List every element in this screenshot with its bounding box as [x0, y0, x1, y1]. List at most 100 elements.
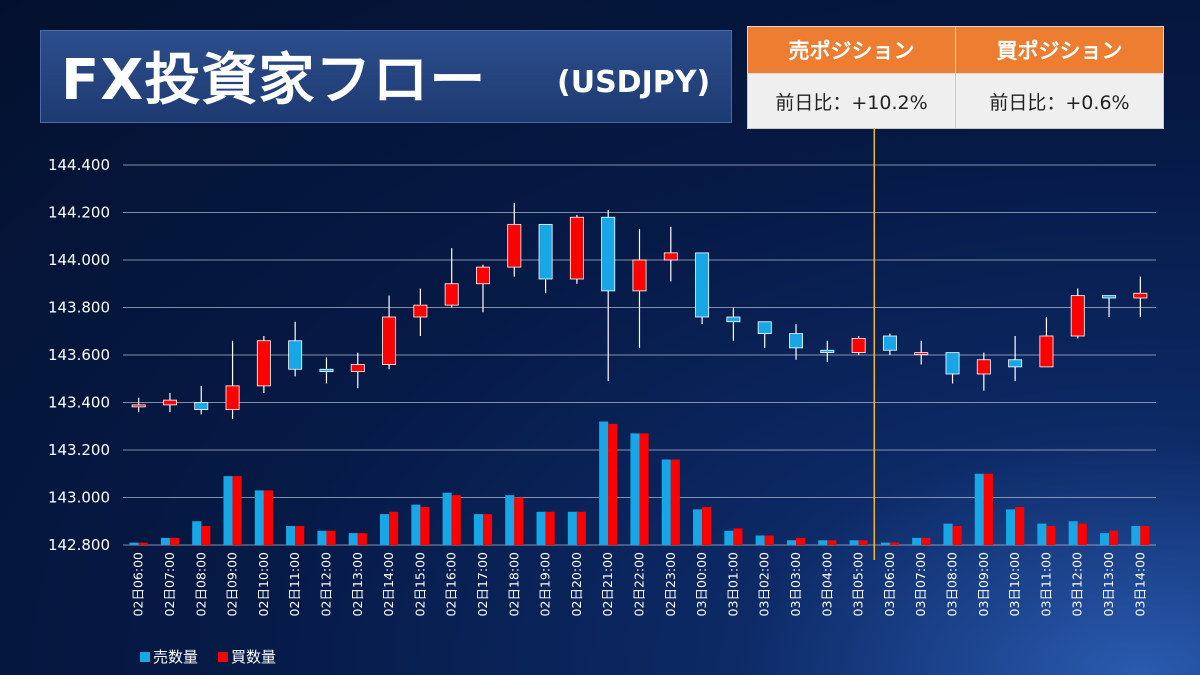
sell-volume-bar [160, 537, 170, 545]
candle-body [695, 252, 710, 318]
sell-volume-bar [755, 535, 765, 545]
candle-body [1102, 295, 1117, 299]
x-tick-label: 03日00:00 [694, 552, 709, 616]
position-summary-table: 売ポジション 買ポジション 前日比：+10.2% 前日比：+0.6% [747, 26, 1164, 129]
x-tick-label: 02日07:00 [162, 552, 177, 616]
candle-body [820, 349, 835, 354]
x-tick-label: 03日03:00 [788, 552, 803, 616]
sell-volume-bar [1131, 526, 1141, 545]
y-tick-label: 142.800 [48, 536, 110, 554]
x-tick-label: 02日15:00 [412, 552, 427, 616]
x-tick-label: 02日12:00 [318, 552, 333, 616]
sell-volume-bar [473, 514, 483, 545]
sell-volume-bar [536, 511, 546, 545]
sell-volume-bar [786, 540, 797, 545]
x-tick-label: 02日22:00 [632, 552, 647, 616]
x-tick-label: 02日20:00 [569, 552, 584, 616]
candle-body [632, 259, 647, 292]
sell-volume-bar [254, 490, 264, 545]
x-tick-label: 02日09:00 [225, 552, 240, 616]
sell-volume-bar [818, 540, 828, 545]
sell-volume-bar [442, 492, 452, 545]
buy-volume-bar [733, 528, 743, 545]
x-tick-label: 02日14:00 [381, 552, 396, 616]
sell-volume-bar [505, 495, 515, 545]
x-tick-label: 02日06:00 [131, 552, 146, 616]
y-tick-label: 144.000 [48, 251, 110, 269]
candle-body [851, 337, 866, 354]
sell-volume-bar [379, 514, 390, 545]
candle-body [444, 283, 459, 306]
sell-volume-bar [693, 509, 703, 545]
y-tick-label: 143.000 [48, 489, 110, 507]
x-tick-label: 03日09:00 [976, 552, 991, 616]
buy-volume-bar [326, 530, 336, 545]
x-tick-label: 03日13:00 [1101, 552, 1116, 616]
candle-body [569, 216, 584, 280]
candle-body [601, 216, 616, 292]
x-tick-label: 02日18:00 [506, 552, 521, 616]
sell-volume-bar [974, 473, 984, 545]
buy-volume-bar [670, 459, 680, 545]
x-tick-label: 02日19:00 [538, 552, 553, 616]
y-tick-label: 143.800 [48, 299, 110, 317]
legend: 売数量 買数量 [140, 648, 276, 666]
x-axis-ticks: 02日06:00 02日07:00 02日08:00 02日09:00 02日10:00… [131, 552, 1148, 616]
candle-body [1070, 295, 1085, 337]
buy-volume-bar [514, 497, 524, 545]
candle-body [131, 404, 146, 408]
candle-body [162, 399, 177, 406]
x-tick-label: 03日12:00 [1070, 552, 1085, 616]
sell-volume-bar [1037, 523, 1047, 545]
buy-volume-bar [357, 533, 367, 545]
sell-volume-bar [411, 504, 421, 545]
x-tick-label: 02日21:00 [600, 552, 615, 616]
candle-body [663, 252, 678, 261]
y-tick-label: 144.400 [48, 156, 110, 174]
sell-volume-bar [286, 526, 296, 545]
buy-volume-bar [576, 511, 586, 545]
x-tick-label: 03日11:00 [1038, 552, 1053, 616]
sell-volume-bar [724, 530, 734, 545]
sell-volume-bar [849, 540, 859, 545]
buy-volume-bar [389, 511, 399, 545]
candle-body [1008, 359, 1023, 368]
buy-volume-bar [827, 540, 837, 545]
buy-volume-bar [858, 540, 868, 545]
legend-buy-label: 買数量 [231, 648, 276, 666]
buy-volume-bar [201, 526, 211, 545]
sell-volume-bar [317, 530, 327, 545]
sell-position-header: 売ポジション [747, 26, 956, 74]
sell-volume-bar [912, 537, 922, 545]
buy-volume-bar [889, 542, 900, 545]
buy-volume-bar [138, 542, 148, 545]
x-tick-label: 03日02:00 [757, 552, 772, 616]
buy-volume-bar [451, 495, 461, 545]
x-tick-label: 03日07:00 [913, 552, 928, 616]
volume-bars [129, 421, 1150, 545]
x-tick-label: 03日01:00 [725, 552, 740, 616]
y-tick-label: 143.200 [48, 441, 110, 459]
candle-body [350, 364, 365, 373]
buy-volume-bar [608, 423, 618, 545]
buy-volume-bar [952, 526, 962, 545]
buy-volume-bar [796, 537, 806, 545]
candle-body [538, 223, 553, 280]
buy-volume-bar [639, 433, 649, 545]
sell-volume-bar [223, 476, 233, 545]
candle-body [319, 368, 334, 373]
sell-volume-bar [880, 542, 890, 545]
buy-volume-bar [1077, 523, 1087, 545]
x-tick-label: 03日08:00 [945, 552, 960, 616]
x-tick-label: 02日23:00 [663, 552, 678, 616]
x-tick-label: 02日11:00 [287, 552, 302, 616]
candle-body [288, 340, 303, 370]
sell-volume-bar [1068, 521, 1078, 545]
x-tick-label: 02日17:00 [475, 552, 490, 616]
x-tick-label: 03日05:00 [851, 552, 866, 616]
sell-volume-bar [661, 459, 671, 545]
buy-volume-bar [764, 535, 774, 545]
candle-body [476, 266, 490, 285]
buy-position-change: 前日比：+0.6% [955, 73, 1164, 129]
